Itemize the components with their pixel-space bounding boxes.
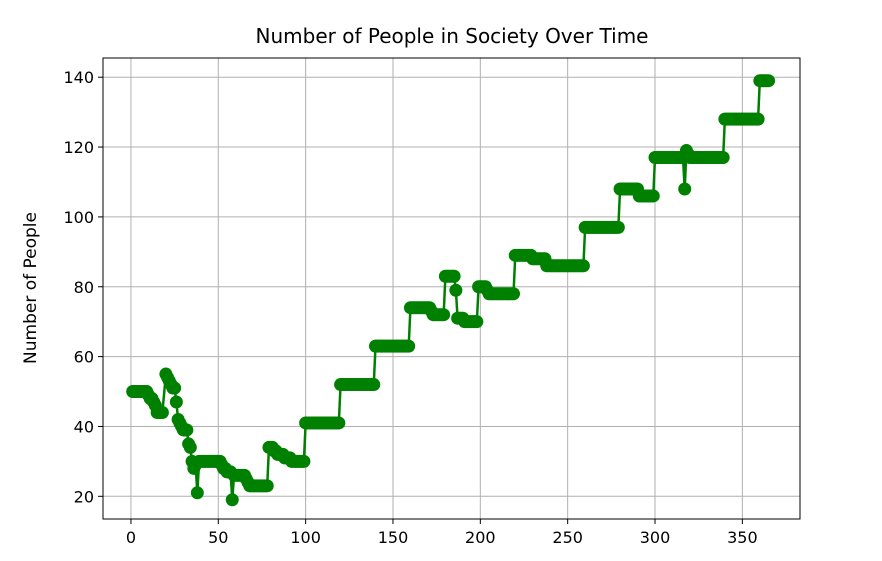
data-point — [507, 287, 521, 301]
series-population — [126, 74, 776, 507]
data-point — [576, 259, 590, 273]
data-point — [225, 493, 239, 507]
data-point — [332, 416, 346, 430]
y-tick-label: 20 — [74, 487, 94, 506]
y-tick-label: 120 — [63, 138, 94, 157]
data-point — [402, 339, 416, 353]
x-tick-label: 350 — [727, 528, 758, 547]
x-tick-label: 50 — [208, 528, 228, 547]
data-point — [646, 189, 660, 203]
y-tick-label: 60 — [74, 348, 94, 367]
data-point — [155, 405, 169, 419]
data-point — [449, 283, 463, 297]
data-point — [751, 112, 765, 126]
data-point — [169, 395, 183, 409]
x-tick-label: 300 — [640, 528, 671, 547]
grid — [103, 58, 800, 519]
y-tick-label: 100 — [63, 208, 94, 227]
x-tick-label: 100 — [290, 528, 321, 547]
x-axis: 0 50 100 150 200 250 300 350 — [126, 519, 758, 547]
x-tick-label: 250 — [552, 528, 583, 547]
y-axis: 20 40 60 80 100 120 140 — [63, 68, 103, 506]
data-point — [367, 378, 381, 392]
data-point — [447, 269, 461, 283]
data-point — [678, 182, 692, 196]
data-point — [437, 308, 451, 322]
data-point — [168, 381, 182, 395]
y-tick-label: 40 — [74, 417, 94, 436]
y-tick-label: 140 — [63, 68, 94, 87]
y-tick-label: 80 — [74, 278, 94, 297]
data-point — [260, 479, 274, 493]
data-point — [180, 423, 194, 437]
data-point — [611, 220, 625, 234]
data-point — [190, 486, 204, 500]
plot-area-frame — [102, 57, 801, 520]
data-point — [297, 454, 311, 468]
data-point — [762, 74, 776, 88]
data-point — [183, 440, 197, 454]
x-tick-label: 0 — [126, 528, 136, 547]
x-tick-label: 200 — [465, 528, 496, 547]
y-axis-title: Number of People — [21, 212, 41, 364]
chart-title: Number of People in Society Over Time — [256, 24, 649, 48]
data-point — [470, 315, 484, 329]
data-point — [716, 151, 730, 165]
x-tick-label: 150 — [378, 528, 409, 547]
